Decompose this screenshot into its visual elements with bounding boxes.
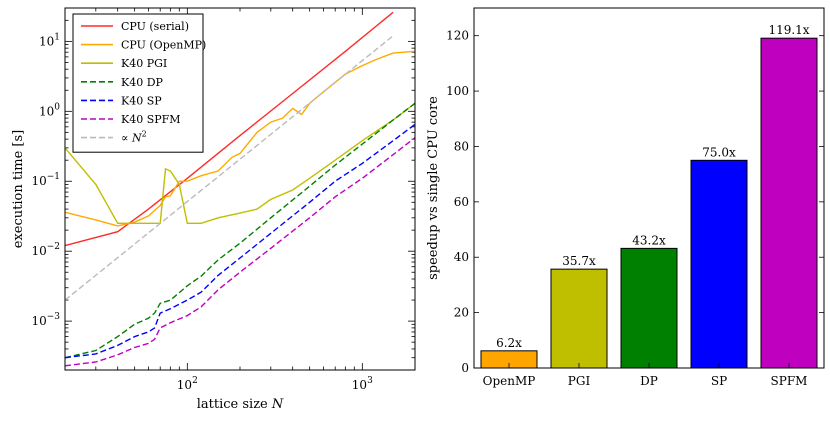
- bar-category-label-1: PGI: [568, 374, 591, 388]
- y-tick-label-2: 10−1: [31, 172, 60, 188]
- bar-category-label-0: OpenMP: [483, 374, 536, 388]
- legend-label-3: K40 DP: [121, 76, 164, 89]
- legend-box: [72, 13, 204, 153]
- bar-y-tick-label-6: 120: [446, 29, 469, 43]
- execution-time-chart: 102 103 10−3 10−2 10−1 100 101 lattice size N ex…: [11, 7, 416, 412]
- legend-label-5: K40 SPFM: [121, 113, 181, 126]
- legend-label-1: CPU (OpenMP): [121, 39, 206, 52]
- bar-sp: [690, 159, 748, 369]
- y-tick-label-0: 10−3: [31, 312, 60, 328]
- bar-y-tick-label-1: 20: [454, 306, 469, 320]
- y-axis-label: execution time [s]: [11, 130, 26, 248]
- bar-dp: [620, 247, 678, 369]
- series-line-2: [65, 102, 415, 224]
- speedup-chart: 0 20 40 60 80 100 120 6.2x OpenMP 35.7x PGI 43.2x DP…: [426, 7, 825, 388]
- bar-value-label-2: 43.2x: [632, 233, 666, 247]
- y-tick-label-3: 100: [39, 102, 60, 118]
- legend-label-4: K40 SP: [121, 94, 162, 107]
- series-line-5: [65, 137, 415, 367]
- legend-label-6: ∝ N2: [121, 130, 147, 145]
- series-line-4: [65, 123, 415, 359]
- bar-plot-frame: [473, 7, 825, 369]
- bar-y-tick-label-3: 60: [454, 195, 469, 209]
- y-tick-label-4: 101: [39, 32, 60, 48]
- x-axis-label: lattice size N: [197, 397, 284, 412]
- x-tick-label-1: 103: [352, 376, 373, 392]
- y-tick-label-1: 10−2: [31, 242, 60, 258]
- legend-label-0: CPU (serial): [121, 20, 189, 33]
- bar-y-tick-label-0: 0: [461, 361, 469, 375]
- bar-spfm: [760, 37, 818, 369]
- series-line-3: [65, 102, 415, 359]
- series-lines: [65, 11, 415, 367]
- bar-value-label-1: 35.7x: [562, 254, 596, 268]
- bar-category-label-2: DP: [640, 374, 658, 388]
- bar-category-label-4: SPFM: [771, 374, 808, 388]
- series-line-0: [65, 11, 394, 247]
- plot-frame: [64, 7, 416, 371]
- bar-y-tick-label-2: 40: [454, 250, 469, 264]
- series-line-6: [65, 35, 394, 301]
- x-tick-label-0: 102: [177, 376, 198, 392]
- bar-y-tick-label-4: 80: [454, 139, 469, 153]
- legend: CPU (serial) CPU (OpenMP) K40 PGI K40 DP K40…: [72, 13, 206, 153]
- legend-label-2: K40 PGI: [121, 57, 167, 70]
- bar-category-label-3: SP: [711, 374, 727, 388]
- bar-pgi: [550, 268, 608, 369]
- bar-y-axis-label: speedup vs single CPU core: [426, 96, 441, 280]
- bar-value-label-4: 119.1x: [768, 23, 809, 37]
- bar-value-label-0: 6.2x: [496, 336, 522, 350]
- bar-y-tick-label-5: 100: [446, 84, 469, 98]
- bar-value-label-3: 75.0x: [702, 145, 736, 159]
